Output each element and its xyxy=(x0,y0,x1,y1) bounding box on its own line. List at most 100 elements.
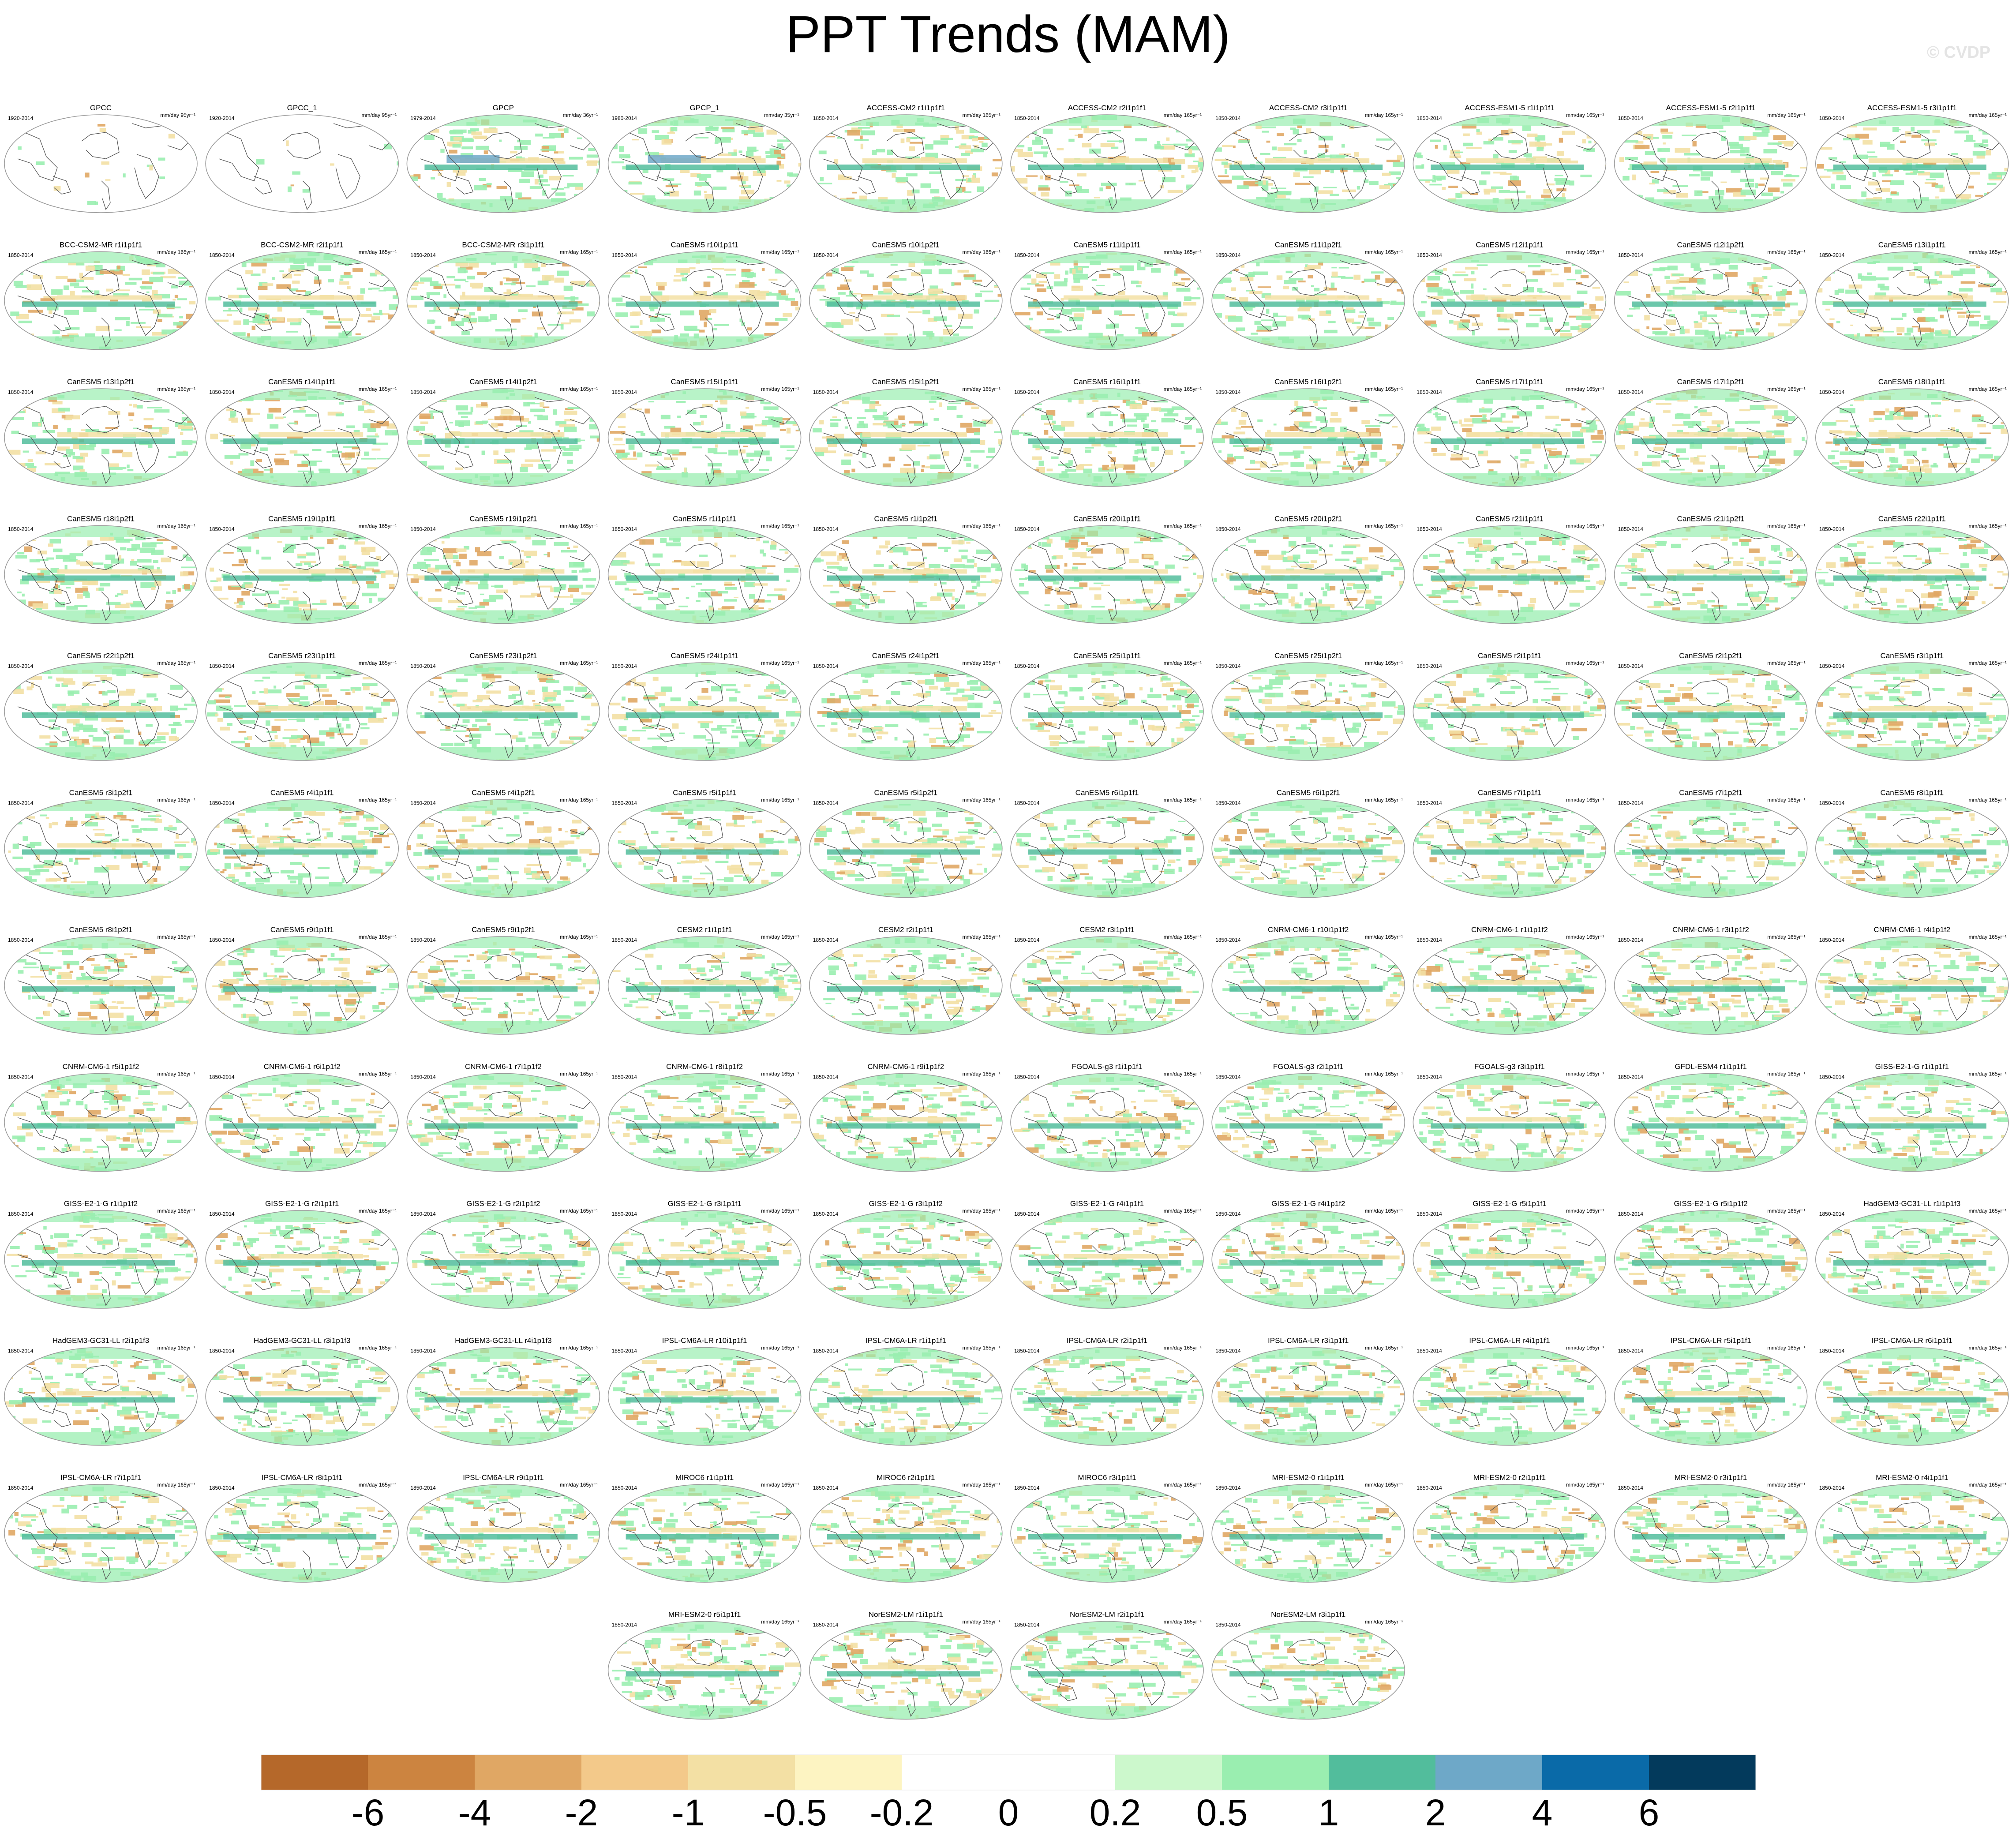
panel-units: mm/day 165yr⁻¹ xyxy=(560,1208,598,1214)
map-panel: GISS-E2-1-G r3i1p1f2 1850-2014 mm/day 165y… xyxy=(809,1199,1003,1309)
panel-title: CNRM-CM6-1 r5i1p1f2 xyxy=(63,1063,139,1071)
panel-title: MRI-ESM2-0 r2i1p1f1 xyxy=(1473,1473,1546,1482)
panel-period: 1850-2014 xyxy=(1819,663,1845,669)
map-panel: CanESM5 r16i1p1f1 1850-2014 mm/day 165yr⁻¹ xyxy=(1010,378,1204,487)
map-panel: CanESM5 r25i1p2f1 1850-2014 mm/day 165yr⁻¹ xyxy=(1211,652,1405,761)
map-field xyxy=(1413,525,1606,624)
map-outline xyxy=(1211,1073,1405,1172)
map-field xyxy=(809,1621,1002,1719)
map-panel: CESM2 r3i1p1f1 1850-2014 mm/day 165yr⁻¹ xyxy=(1010,925,1204,1035)
map-outline xyxy=(607,1210,802,1309)
map-panel: HadGEM3-GC31-LL r4i1p1f3 1850-2014 mm/day … xyxy=(406,1337,600,1446)
map-panel: CNRM-CM6-1 r3i1p1f2 1850-2014 mm/day 165yr… xyxy=(1614,925,1808,1035)
panel-units: mm/day 165yr⁻¹ xyxy=(1365,934,1403,940)
map-field xyxy=(4,1210,197,1308)
map-panel: MRI-ESM2-0 r5i1p1f1 1850-2014 mm/day 165yr… xyxy=(607,1611,802,1720)
map-panel: IPSL-CM6A-LR r10i1p1f1 1850-2014 mm/day 16… xyxy=(607,1337,802,1446)
map-outline xyxy=(607,525,802,624)
map-outline xyxy=(1614,525,1808,624)
map-panel: ACCESS-CM2 r2i1p1f1 1850-2014 mm/day 165yr… xyxy=(1010,104,1204,213)
map-outline xyxy=(1413,1210,1607,1309)
panel-period: 1850-2014 xyxy=(1416,526,1442,532)
panel-period: 1850-2014 xyxy=(8,526,34,532)
map-outline xyxy=(1815,525,2009,624)
map-field xyxy=(1011,1210,1203,1308)
coastlines xyxy=(1220,397,1398,484)
panel-units: mm/day 165yr⁻¹ xyxy=(157,1482,195,1488)
map-panel: CanESM5 r12i1p2f1 1850-2014 mm/day 165yr⁻¹ xyxy=(1614,241,1808,350)
panel-units: mm/day 165yr⁻¹ xyxy=(1365,112,1403,118)
map-outline xyxy=(1010,662,1204,761)
panel-period: 1850-2014 xyxy=(410,1211,436,1217)
panel-period: 1850-2014 xyxy=(813,526,839,532)
panel-period: 1850-2014 xyxy=(1416,1211,1442,1217)
map-panel: IPSL-CM6A-LR r9i1p1f1 1850-2014 mm/day 165… xyxy=(406,1473,600,1583)
panel-units: mm/day 165yr⁻¹ xyxy=(1365,1482,1403,1488)
coastlines xyxy=(617,397,794,484)
panel-title: CanESM5 r18i1p2f1 xyxy=(67,515,135,523)
panel-units: mm/day 165yr⁻¹ xyxy=(1164,112,1202,118)
panel-period: 1850-2014 xyxy=(1014,937,1040,943)
map-outline xyxy=(4,388,198,487)
panel-title: NorESM2-LM r1i1p1f1 xyxy=(869,1611,943,1619)
panel-title: IPSL-CM6A-LR r3i1p1f1 xyxy=(1268,1337,1349,1345)
panel-units: mm/day 165yr⁻¹ xyxy=(1767,112,1805,118)
map-outline xyxy=(1614,1073,1808,1172)
panel-title: CanESM5 r13i1p2f1 xyxy=(67,378,135,386)
panel-title: CNRM-CM6-1 r7i1p1f2 xyxy=(465,1063,542,1071)
coastlines xyxy=(818,808,995,895)
panel-period: 1850-2014 xyxy=(1618,1348,1644,1354)
map-panel: GPCP 1979-2014 mm/day 36yr⁻¹ xyxy=(406,104,600,213)
coastlines xyxy=(818,1629,995,1717)
panel-title: IPSL-CM6A-LR r7i1p1f1 xyxy=(60,1473,141,1482)
map-panel: CanESM5 r24i1p2f1 1850-2014 mm/day 165yr⁻¹ xyxy=(809,652,1003,761)
map-field xyxy=(1614,1210,1807,1308)
map-field xyxy=(1011,1484,1203,1582)
map-field xyxy=(608,799,801,898)
panel-title: ACCESS-ESM1-5 r2i1p1f1 xyxy=(1666,104,1756,112)
map-panel: CNRM-CM6-1 r10i1p1f2 1850-2014 mm/day 165y… xyxy=(1211,925,1405,1035)
panel-units: mm/day 165yr⁻¹ xyxy=(761,660,799,666)
map-panel: MRI-ESM2-0 r4i1p1f1 1850-2014 mm/day 165yr… xyxy=(1815,1473,2009,1583)
map-outline xyxy=(607,662,802,761)
map-outline xyxy=(406,1073,600,1172)
map-field xyxy=(407,1210,600,1308)
map-outline xyxy=(607,1484,802,1583)
map-outline xyxy=(406,662,600,761)
coastlines xyxy=(214,808,392,895)
map-panel: CanESM5 r7i1p2f1 1850-2014 mm/day 165yr⁻¹ xyxy=(1614,789,1808,898)
panel-units: mm/day 165yr⁻¹ xyxy=(962,1345,1000,1351)
coastlines xyxy=(1220,671,1398,758)
map-panel: CanESM5 r5i1p1f1 1850-2014 mm/day 165yr⁻¹ xyxy=(607,789,802,898)
panel-units: mm/day 165yr⁻¹ xyxy=(1767,660,1805,666)
map-panel: CanESM5 r20i1p2f1 1850-2014 mm/day 165yr⁻¹ xyxy=(1211,515,1405,624)
map-field xyxy=(407,936,600,1034)
map-outline xyxy=(809,1210,1003,1309)
panel-period: 1850-2014 xyxy=(1215,937,1241,943)
panel-period: 1850-2014 xyxy=(1618,1074,1644,1080)
panel-period: 1850-2014 xyxy=(612,1211,637,1217)
panel-units: mm/day 165yr⁻¹ xyxy=(359,934,397,940)
panel-units: mm/day 165yr⁻¹ xyxy=(1164,1482,1202,1488)
coastlines xyxy=(13,671,190,758)
map-field xyxy=(1011,525,1203,624)
panel-period: 1850-2014 xyxy=(813,1074,839,1080)
colorbar-tick-label: 6 xyxy=(1639,1792,1660,1833)
map-panel: FGOALS-g3 r2i1p1f1 1850-2014 mm/day 165yr⁻… xyxy=(1211,1063,1405,1172)
panel-period: 1850-2014 xyxy=(8,389,34,395)
panel-period: 1850-2014 xyxy=(1819,1485,1845,1491)
panel-title: GISS-E2-1-G r1i1p1f1 xyxy=(1875,1063,1949,1071)
coastlines xyxy=(617,945,794,1032)
coastlines xyxy=(214,671,392,758)
panel-units: mm/day 165yr⁻¹ xyxy=(1968,934,2006,940)
map-panel: CanESM5 r8i1p1f1 1850-2014 mm/day 165yr⁻¹ xyxy=(1815,789,2009,898)
panel-units: mm/day 165yr⁻¹ xyxy=(1566,1482,1604,1488)
panel-units: mm/day 165yr⁻¹ xyxy=(1365,1071,1403,1077)
colorbar-tick-label: -4 xyxy=(458,1792,491,1833)
map-panel: MIROC6 r1i1p1f1 1850-2014 mm/day 165yr⁻¹ xyxy=(607,1473,802,1583)
panel-units: mm/day 165yr⁻¹ xyxy=(1968,1482,2006,1488)
panel-units: mm/day 165yr⁻¹ xyxy=(1767,934,1805,940)
map-panel: ACCESS-ESM1-5 r1i1p1f1 1850-2014 mm/day 16… xyxy=(1413,104,1607,213)
panel-title: GISS-E2-1-G r2i1p1f1 xyxy=(265,1199,339,1208)
map-panel: CanESM5 r18i1p2f1 1850-2014 mm/day 165yr⁻¹ xyxy=(4,515,198,624)
